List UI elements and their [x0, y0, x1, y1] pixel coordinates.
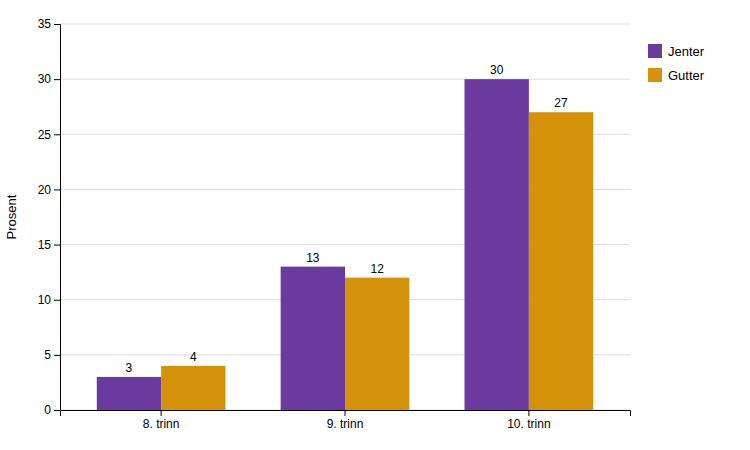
legend-label: Jenter: [668, 44, 705, 59]
bar: [465, 79, 529, 410]
grid-line: [60, 79, 630, 80]
x-tick-label: 8. trinn: [143, 417, 180, 431]
x-tick-mark: [345, 410, 346, 416]
y-tick-label: 35: [38, 17, 52, 31]
legend-item: Jenter: [648, 44, 705, 59]
y-tick: 15: [38, 238, 60, 252]
y-tick-label: 25: [38, 128, 52, 142]
bars: [97, 79, 593, 410]
x-axis-line: [61, 411, 631, 417]
x-axis: 8. trinn 9. trinn 10. trinn: [61, 410, 631, 431]
plot-area: 0 5 10 15 20 25 30 35 8. trinn 9. trinn 10. trinn 3…: [38, 17, 631, 430]
y-tick-mark: [54, 24, 60, 25]
grid-line: [60, 24, 630, 25]
y-tick-mark: [54, 134, 60, 135]
y-tick-label: 15: [38, 238, 52, 252]
data-label: 4: [190, 350, 197, 364]
grid: [60, 24, 630, 410]
data-label: 3: [126, 361, 133, 375]
x-tick-mark: [161, 410, 162, 416]
y-tick-mark: [54, 245, 60, 246]
y-tick-label: 5: [44, 348, 51, 362]
chart-svg: 0 5 10 15 20 25 30 35 8. trinn 9. trinn 10. trinn 3…: [0, 0, 750, 450]
legend-item: Gutter: [648, 68, 705, 83]
data-label: 12: [370, 262, 384, 276]
legend-swatch: [648, 44, 662, 58]
data-label: 13: [306, 251, 320, 265]
y-tick: 20: [38, 183, 60, 197]
legend-swatch: [648, 68, 662, 82]
y-tick-label: 30: [38, 72, 52, 86]
y-tick: 10: [38, 293, 60, 307]
data-label: 30: [490, 63, 504, 77]
bar: [345, 278, 409, 410]
x-tick-label: 10. trinn: [507, 417, 550, 431]
bar: [281, 267, 345, 410]
y-tick: 35: [38, 17, 60, 31]
legend: Jenter Gutter: [648, 44, 705, 83]
y-tick: 0: [44, 403, 60, 417]
y-axis-line: [54, 25, 61, 411]
y-tick: 30: [38, 72, 60, 86]
y-axis-title: Prosent: [4, 194, 19, 239]
x-tick-label: 9. trinn: [327, 417, 364, 431]
x-tick: 8. trinn: [143, 410, 180, 431]
legend-label: Gutter: [668, 68, 705, 83]
bar: [161, 366, 225, 410]
y-tick-mark: [54, 355, 60, 356]
data-label: 27: [554, 96, 568, 110]
bar: [529, 112, 593, 410]
chart-container: 0 5 10 15 20 25 30 35 8. trinn 9. trinn 10. trinn 3…: [0, 0, 750, 450]
bar: [97, 377, 161, 410]
y-tick: 25: [38, 128, 60, 142]
y-tick-label: 0: [44, 403, 51, 417]
y-tick-mark: [54, 189, 60, 190]
x-tick: 10. trinn: [507, 410, 550, 431]
y-tick: 5: [44, 348, 60, 362]
y-tick-mark: [54, 79, 60, 80]
y-tick-label: 20: [38, 183, 52, 197]
x-tick-mark: [528, 410, 529, 416]
data-labels: 3 13 30 4 12 27: [126, 63, 568, 375]
y-tick-label: 10: [38, 293, 52, 307]
y-axis: 0 5 10 15 20 25 30 35: [38, 17, 61, 417]
x-tick: 9. trinn: [327, 410, 364, 431]
y-tick-mark: [54, 410, 60, 411]
y-tick-mark: [54, 300, 60, 301]
